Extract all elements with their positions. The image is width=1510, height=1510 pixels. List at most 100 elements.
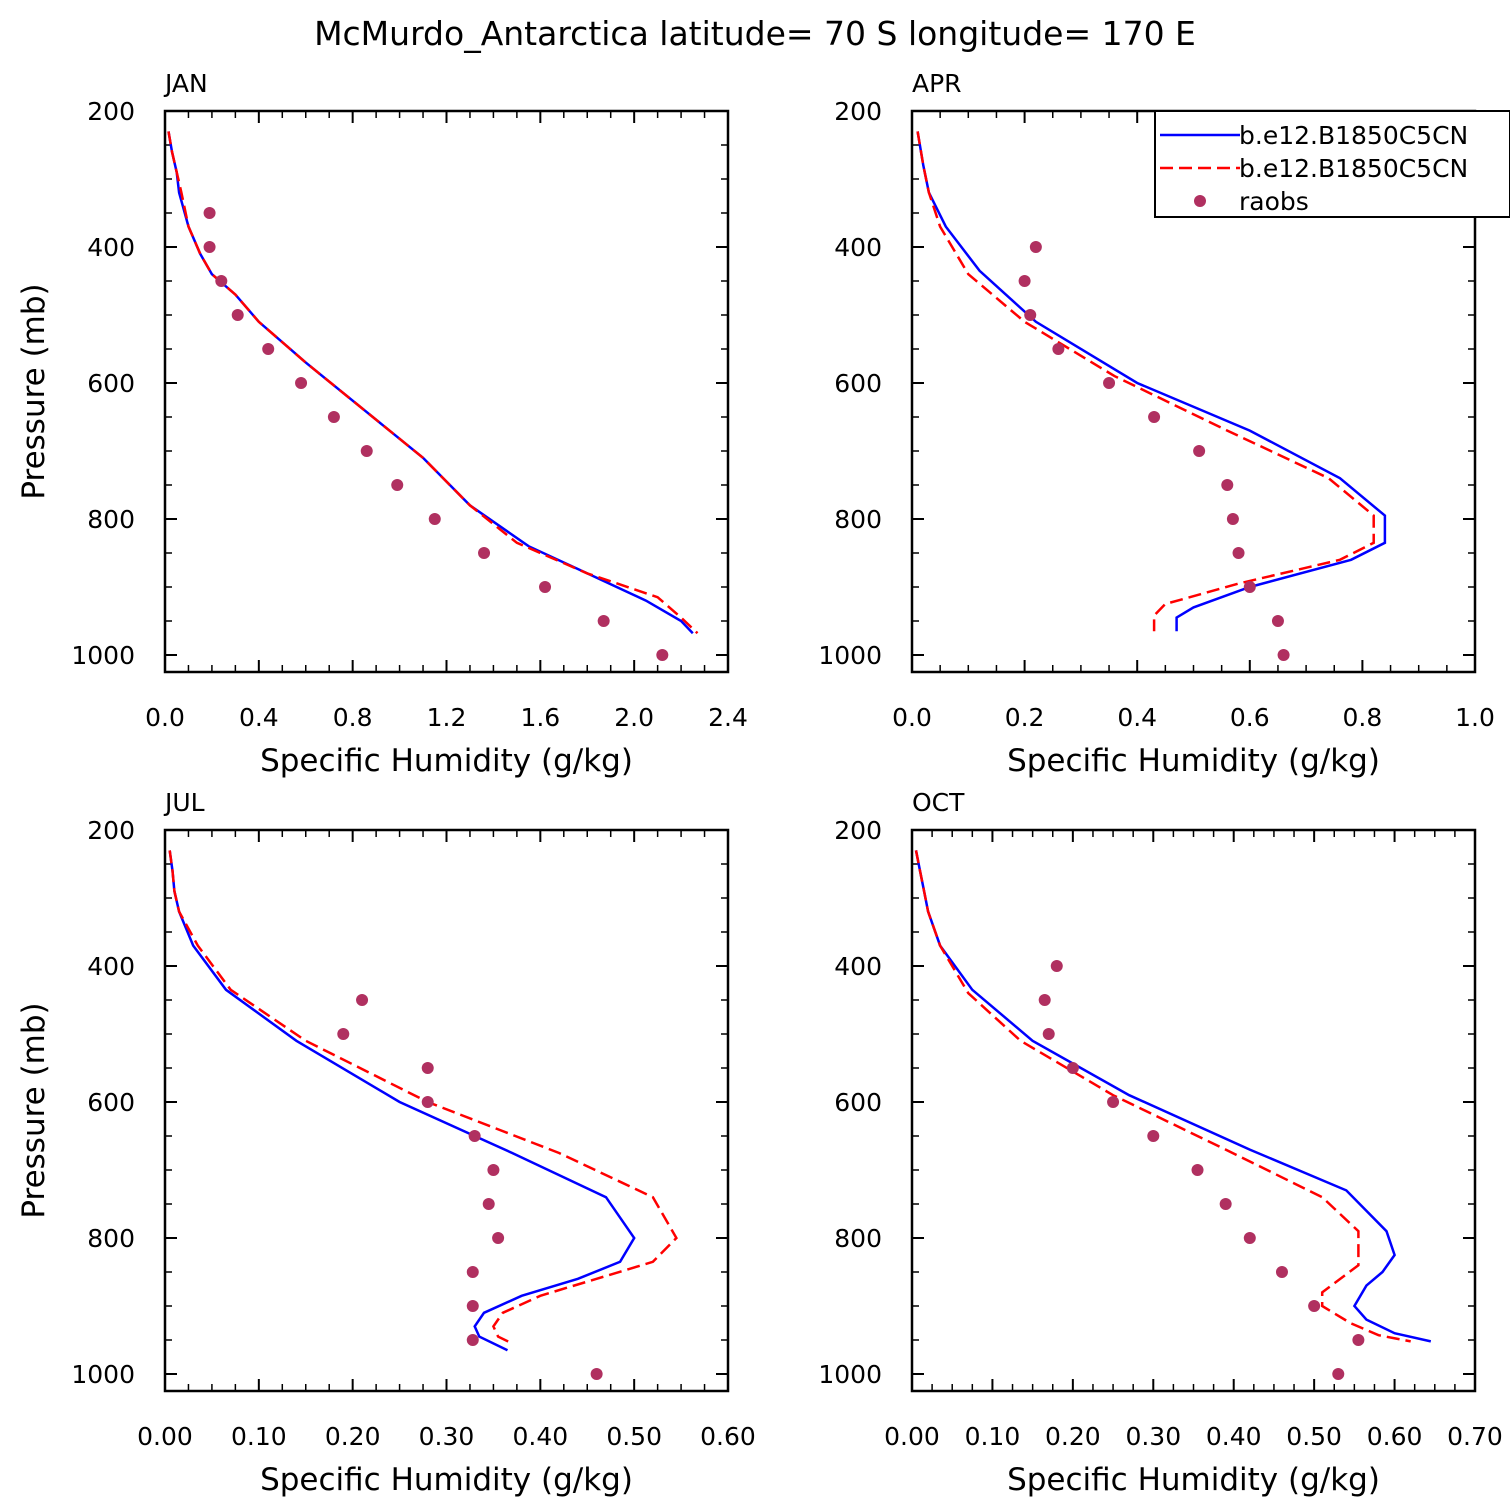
raobs-point (466, 1334, 479, 1346)
x-tick-label: 0.00 (884, 1422, 940, 1451)
raobs-point (590, 1368, 603, 1380)
raobs-point (1221, 479, 1234, 491)
raobs-point (1103, 377, 1116, 389)
raobs-point (1277, 649, 1290, 661)
x-axis-label: Specific Humidity (g/kg) (1007, 743, 1380, 779)
y-tick-label: 400 (87, 952, 135, 981)
figure-title: McMurdo_Antarctica latitude= 70 S longit… (314, 14, 1196, 53)
series-line-dashed (914, 850, 1411, 1343)
panel-label: OCT (912, 788, 965, 817)
data-layer (168, 850, 678, 1380)
raobs-point (356, 994, 369, 1006)
raobs-point (1193, 445, 1206, 457)
x-tick-label: 2.4 (708, 703, 748, 732)
raobs-point (466, 1266, 479, 1278)
raobs-point (1024, 309, 1037, 321)
raobs-point (215, 275, 228, 287)
raobs-point (478, 547, 491, 559)
raobs-point (1066, 1062, 1079, 1074)
raobs-point (295, 377, 308, 389)
raobs-point (231, 309, 244, 321)
x-tick-label: 0.20 (1045, 1422, 1101, 1451)
raobs-point (1332, 1368, 1345, 1380)
y-tick-label: 1000 (71, 641, 135, 670)
series-line-solid (167, 131, 694, 635)
panel-jan: 0.0 0.4 0.8 1.2 1.6 2.0 2.4 200 400 600 800 1000 JAN… (16, 69, 748, 779)
series-line-dashed (167, 131, 699, 635)
raobs-point (1191, 1164, 1204, 1176)
x-tick-label: 1.6 (520, 703, 560, 732)
raobs-point (1243, 581, 1256, 593)
x-tick-label: 0.8 (1343, 703, 1383, 732)
raobs-point (1107, 1096, 1120, 1108)
y-tick-label: 800 (834, 1224, 882, 1253)
raobs-point (262, 343, 275, 355)
x-tick-label: 0.00 (137, 1422, 193, 1451)
panels: 0.0 0.4 0.8 1.2 1.6 2.0 2.4 200 400 600 800 1000 JAN… (16, 69, 1503, 1498)
y-tick-label: 200 (87, 816, 135, 845)
y-tick-label: 800 (87, 505, 135, 534)
x-tick-label: 0.8 (333, 703, 373, 732)
x-tick-label: 0.60 (700, 1422, 756, 1451)
raobs-point (203, 241, 216, 253)
series-line-dashed (168, 850, 678, 1345)
x-tick-label: 0.40 (1206, 1422, 1262, 1451)
raobs-point (421, 1062, 434, 1074)
x-tick-label: 0.50 (1286, 1422, 1342, 1451)
y-tick-label: 400 (834, 233, 882, 262)
y-tick-label: 1000 (818, 1360, 882, 1389)
raobs-point (1232, 547, 1245, 559)
legend-label: b.e12.B1850C5CN (1239, 121, 1468, 150)
legend-marker (1194, 195, 1206, 207)
y-tick-label: 200 (87, 97, 135, 126)
raobs-point (468, 1130, 481, 1142)
x-axis-label: Specific Humidity (g/kg) (1007, 1462, 1380, 1498)
raobs-point (203, 207, 216, 219)
raobs-point (1042, 1028, 1055, 1040)
y-tick-label: 800 (87, 1224, 135, 1253)
x-tick-label: 2.0 (614, 703, 654, 732)
y-tick-label: 600 (834, 1088, 882, 1117)
x-axis-label: Specific Humidity (g/kg) (260, 743, 633, 779)
panel-label: JAN (163, 69, 208, 98)
data-layer (914, 850, 1432, 1380)
x-tick-label: 0.4 (1117, 703, 1157, 732)
x-tick-label: 0.6 (1230, 703, 1270, 732)
raobs-point (1052, 343, 1065, 355)
x-tick-label: 0.30 (419, 1422, 475, 1451)
x-tick-label: 0.60 (1367, 1422, 1423, 1451)
y-axis-label: Pressure (mb) (16, 283, 52, 499)
panel-jul: 0.00 0.10 0.20 0.30 0.40 0.50 0.60 200 400 600 800… (16, 788, 756, 1498)
y-tick-label: 200 (834, 816, 882, 845)
raobs-point (1275, 1266, 1288, 1278)
raobs-point (1226, 513, 1239, 525)
y-tick-label: 600 (834, 369, 882, 398)
raobs-point (391, 479, 404, 491)
y-tick-label: 800 (834, 505, 882, 534)
raobs-point (482, 1198, 495, 1210)
x-tick-label: 0.70 (1447, 1422, 1503, 1451)
y-tick-label: 1000 (818, 641, 882, 670)
x-tick-label: 0.10 (231, 1422, 287, 1451)
raobs-point (487, 1164, 500, 1176)
raobs-point (1018, 275, 1031, 287)
x-tick-label: 0.10 (965, 1422, 1021, 1451)
x-tick-label: 0.0 (892, 703, 932, 732)
x-tick-label: 1.2 (427, 703, 467, 732)
plot-frame (910, 828, 1477, 1393)
x-tick-label: 0.0 (145, 703, 185, 732)
raobs-point (1148, 411, 1161, 423)
x-tick-label: 0.20 (325, 1422, 381, 1451)
x-tick-label: 0.50 (606, 1422, 662, 1451)
panel-label: APR (912, 69, 962, 98)
raobs-point (466, 1300, 479, 1312)
x-axis-label: Specific Humidity (g/kg) (260, 1462, 633, 1498)
raobs-point (1029, 241, 1042, 253)
raobs-point (656, 649, 669, 661)
raobs-point (1219, 1198, 1232, 1210)
raobs-point (421, 1096, 434, 1108)
legend: b.e12.B1850C5CN b.e12.B1850C5CN raobs (1154, 110, 1510, 218)
y-axis-label: Pressure (mb) (16, 1002, 52, 1218)
x-tick-label: 0.2 (1005, 703, 1045, 732)
